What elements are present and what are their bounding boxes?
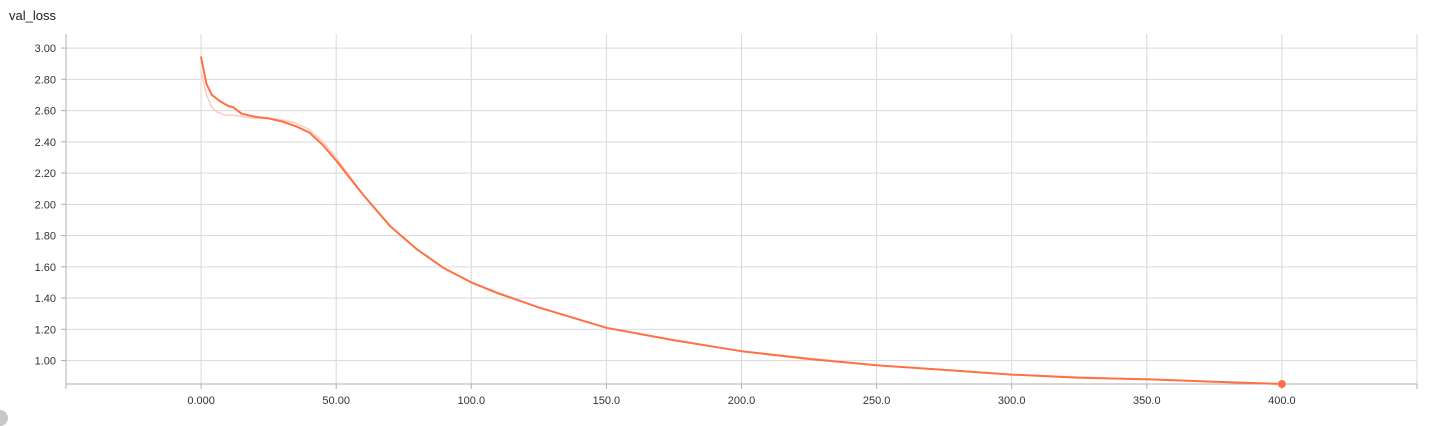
series-layer	[200, 56, 1286, 388]
y-tick-label: 1.60	[35, 262, 56, 274]
y-tick-label: 2.80	[35, 74, 56, 86]
y-tick-label: 3.00	[35, 43, 56, 55]
x-tick-label: 0.000	[187, 395, 215, 407]
y-tick-label: 1.20	[35, 324, 56, 336]
x-tick-label: 100.0	[458, 395, 486, 407]
x-tick-label: 250.0	[863, 395, 891, 407]
y-tick-label: 1.80	[35, 231, 56, 243]
grid-layer	[65, 34, 1418, 384]
x-tick-label: 350.0	[1133, 395, 1161, 407]
y-tick-label: 2.60	[35, 106, 56, 118]
smoothed-series-line	[200, 56, 1283, 385]
tick-label-layer: 0.000 50.00 100.0 150.0 200.0 250.0 300.0 350.0…	[35, 43, 1296, 407]
y-tick-label: 2.40	[35, 137, 56, 149]
y-tick-label: 2.20	[35, 168, 56, 180]
x-tick-label: 50.00	[322, 395, 350, 407]
y-tick-label: 1.40	[35, 293, 56, 305]
axis-layer	[61, 34, 1418, 389]
y-tick-label: 1.00	[35, 356, 56, 368]
chart-title: val_loss	[9, 8, 56, 23]
x-tick-label: 400.0	[1268, 395, 1296, 407]
x-tick-label: 150.0	[593, 395, 621, 407]
last-point-marker	[1277, 380, 1286, 388]
y-tick-label: 2.00	[35, 199, 56, 211]
x-tick-label: 200.0	[728, 395, 756, 407]
x-tick-label: 300.0	[998, 395, 1026, 407]
